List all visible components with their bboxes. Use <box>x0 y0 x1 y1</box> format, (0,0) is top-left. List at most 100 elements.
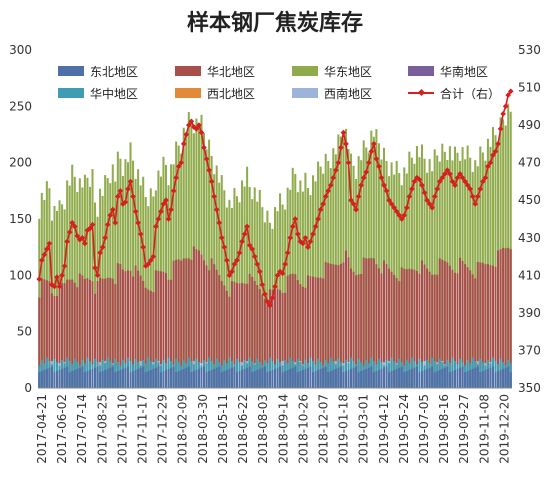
bar <box>38 372 40 388</box>
bar <box>249 367 251 388</box>
bar <box>256 370 258 388</box>
bar <box>152 369 154 388</box>
y-right-tick-label: 350 <box>518 381 541 395</box>
bar <box>317 370 319 388</box>
bar <box>231 368 233 388</box>
bar <box>340 367 342 388</box>
bar <box>51 367 53 388</box>
bar <box>206 372 208 388</box>
bar <box>48 368 50 388</box>
bar <box>203 367 205 388</box>
bar <box>97 367 99 388</box>
bar <box>312 372 314 388</box>
bar <box>122 369 124 388</box>
bar <box>89 370 91 388</box>
bar <box>162 371 164 388</box>
bar <box>221 372 223 388</box>
bar <box>495 372 497 388</box>
x-tick-label: 2017-11-17 <box>136 394 150 464</box>
bar <box>434 372 436 388</box>
bar <box>451 371 453 388</box>
bar <box>94 368 96 388</box>
bar <box>91 369 93 388</box>
x-tick-label: 2019-04-12 <box>377 394 391 464</box>
bar <box>259 369 261 388</box>
bar <box>456 369 458 388</box>
bar <box>454 370 456 388</box>
bar <box>424 370 426 388</box>
bar <box>107 369 109 388</box>
x-tick-label: 2019-08-16 <box>437 394 451 464</box>
bar <box>269 371 271 388</box>
x-tick-label: 2018-02-09 <box>176 394 190 464</box>
bar <box>474 368 476 388</box>
bar <box>208 371 210 388</box>
bar <box>145 372 147 388</box>
legend-swatch <box>58 66 84 76</box>
legend-label: 西南地区 <box>324 86 372 101</box>
bar <box>282 372 284 388</box>
bar <box>76 369 78 388</box>
bar <box>477 367 479 388</box>
bar <box>64 368 66 388</box>
bar <box>363 370 365 388</box>
bar <box>500 370 502 388</box>
bar <box>484 370 486 388</box>
bar <box>294 367 296 388</box>
bar <box>370 367 372 388</box>
bar <box>130 372 132 388</box>
bar <box>223 371 225 388</box>
bar <box>236 372 238 388</box>
bar <box>421 371 423 388</box>
bar <box>190 372 192 388</box>
bar <box>86 371 88 388</box>
bar <box>246 368 248 388</box>
bar <box>53 372 55 388</box>
bar <box>244 369 246 388</box>
bar <box>406 371 408 388</box>
bar <box>79 368 81 388</box>
y-left-tick-label: 200 <box>9 156 32 170</box>
bar <box>368 368 370 388</box>
bar <box>355 367 357 388</box>
legend-label: 东北地区 <box>90 65 138 79</box>
bar <box>218 367 220 388</box>
y-right-tick-label: 450 <box>518 193 541 207</box>
bar <box>347 370 349 388</box>
x-tick-label: 2018-03-30 <box>196 394 210 464</box>
x-tick-label: 2018-09-14 <box>276 394 290 464</box>
bar <box>489 368 491 388</box>
bar <box>178 371 180 388</box>
bar <box>431 367 433 388</box>
x-tick-label: 2019-05-24 <box>397 394 411 464</box>
bar <box>330 371 332 388</box>
y-left-tick-label: 300 <box>9 43 32 57</box>
bar <box>299 371 301 388</box>
bar <box>388 372 390 388</box>
bar <box>170 368 172 388</box>
bar <box>261 368 263 388</box>
y-left-tick-label: 250 <box>9 99 32 113</box>
bar <box>135 370 137 388</box>
bar <box>408 370 410 388</box>
bar <box>375 371 377 388</box>
bar <box>228 369 230 388</box>
legend-swatch <box>292 88 318 98</box>
bar <box>353 368 355 388</box>
bar <box>216 368 218 388</box>
bar <box>462 367 464 388</box>
bar <box>124 368 126 388</box>
bar <box>119 370 121 388</box>
bar <box>332 370 334 388</box>
bar <box>147 371 149 388</box>
bar <box>393 370 395 388</box>
x-tick-label: 2017-04-21 <box>35 394 49 464</box>
bar <box>492 367 494 388</box>
bar <box>444 368 446 388</box>
x-tick-label: 2018-10-26 <box>296 394 310 464</box>
y-left-tick-label: 50 <box>17 325 32 339</box>
x-tick-label: 2017-12-29 <box>156 394 170 464</box>
bar <box>59 370 61 388</box>
bar <box>183 369 185 388</box>
